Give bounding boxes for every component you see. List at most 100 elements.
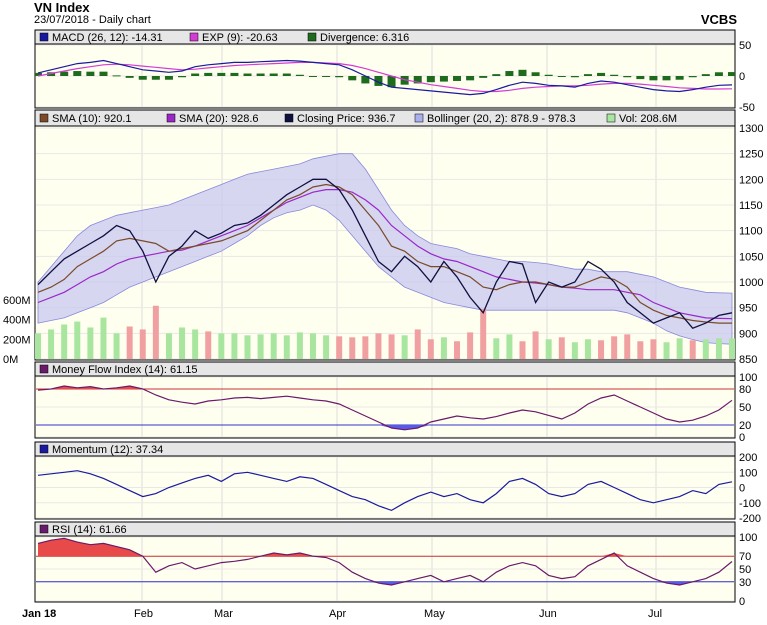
volume-bar bbox=[650, 339, 657, 359]
volume-bar bbox=[296, 332, 303, 359]
legend-swatch bbox=[284, 113, 294, 123]
y-tick-label: 0 bbox=[739, 483, 745, 495]
y-tick-label: 1050 bbox=[739, 251, 763, 263]
divergence-bar bbox=[348, 76, 357, 81]
volume-bar bbox=[48, 329, 55, 359]
x-tick-label: May bbox=[424, 608, 445, 620]
legend-label: SMA (10): 920.1 bbox=[52, 113, 132, 125]
y-tick-label: 0 bbox=[739, 596, 745, 608]
macd-legend-bar bbox=[34, 29, 736, 45]
mfi-legend-bar bbox=[34, 361, 736, 377]
volume-bar bbox=[624, 334, 631, 359]
volume-bar bbox=[427, 339, 434, 359]
divergence-bar bbox=[531, 72, 540, 76]
legend-label: RSI (14): 61.66 bbox=[52, 524, 127, 536]
x-tick-label: Jun bbox=[539, 608, 557, 620]
divergence-bar bbox=[453, 76, 462, 81]
divergence-bar bbox=[243, 73, 252, 76]
volume-bar bbox=[100, 317, 107, 359]
divergence-bar bbox=[439, 76, 448, 82]
y-tick-label: 30 bbox=[739, 577, 751, 589]
y-tick-label: -50 bbox=[739, 102, 755, 114]
closing-price-line bbox=[37, 178, 733, 329]
y-tick-label: -100 bbox=[739, 498, 761, 510]
y-tick-label: 1250 bbox=[739, 149, 763, 161]
rsi-line bbox=[37, 537, 733, 586]
divergence-bar bbox=[610, 74, 619, 76]
volume-bar bbox=[571, 342, 578, 359]
divergence-bar bbox=[60, 71, 69, 76]
divergence-bar bbox=[662, 76, 671, 81]
y-tick-label: 1000 bbox=[739, 277, 763, 289]
volume-bar bbox=[493, 338, 500, 359]
y-tick-label: 100 bbox=[739, 532, 757, 544]
y-tick-label: 70 bbox=[739, 551, 751, 563]
volume-bar bbox=[663, 342, 670, 359]
y-tick-label: 50 bbox=[739, 402, 751, 414]
exp-line bbox=[37, 61, 733, 93]
momentum-line bbox=[37, 470, 733, 512]
rsi-plot bbox=[36, 537, 734, 586]
divergence-bar bbox=[47, 72, 56, 76]
rsi-overbought-fill bbox=[38, 538, 732, 557]
volume-bar bbox=[506, 334, 513, 359]
legend-swatch bbox=[189, 32, 199, 42]
y-tick-label: 1100 bbox=[739, 226, 763, 238]
volume-bar bbox=[702, 339, 709, 359]
volume-bar bbox=[113, 333, 120, 359]
volume-bar bbox=[375, 333, 382, 359]
divergence-bar bbox=[191, 73, 200, 76]
divergence-bar bbox=[492, 74, 501, 76]
rsi-legend-bar bbox=[34, 521, 736, 537]
divergence-bar bbox=[636, 76, 645, 80]
divergence-bar bbox=[701, 74, 710, 76]
volume-tick-label: 0M bbox=[3, 354, 18, 366]
y-tick-label: 50 bbox=[739, 40, 751, 52]
chart-title: VN Index bbox=[34, 0, 90, 15]
y-tick-label: 50 bbox=[739, 564, 751, 576]
y-tick-label: 1300 bbox=[739, 123, 763, 135]
volume-bar bbox=[729, 338, 735, 359]
volume-tick-label: 200M bbox=[3, 334, 31, 346]
y-tick-label: 1200 bbox=[739, 174, 763, 186]
y-tick-label: 0 bbox=[739, 432, 745, 444]
volume-bar bbox=[179, 327, 186, 359]
y-tick-label: 900 bbox=[739, 328, 757, 340]
volume-bar bbox=[598, 340, 605, 359]
legend-label: Divergence: 6.316 bbox=[320, 32, 409, 44]
volume-bar bbox=[336, 336, 343, 359]
legend-swatch bbox=[606, 113, 616, 123]
volume-tick-label: 600M bbox=[3, 295, 31, 307]
volume-bar bbox=[231, 333, 238, 359]
volume-bar bbox=[74, 321, 81, 359]
volume-bar bbox=[126, 326, 133, 359]
y-tick-label: 100 bbox=[739, 467, 757, 479]
volume-bar bbox=[270, 333, 277, 359]
y-tick-label: 20 bbox=[739, 420, 751, 432]
divergence-bar bbox=[204, 72, 213, 76]
x-tick-label: Mar bbox=[214, 608, 233, 620]
volume-bar bbox=[558, 337, 565, 359]
volume-bar bbox=[440, 337, 447, 359]
legend-label: Money Flow Index (14): 61.15 bbox=[52, 364, 198, 376]
legend-swatch bbox=[39, 32, 49, 42]
legend-label: Momentum (12): 37.34 bbox=[52, 444, 163, 456]
y-tick-label: 1150 bbox=[739, 200, 763, 212]
x-tick-label: Apr bbox=[329, 608, 346, 620]
volume-bar bbox=[532, 331, 539, 359]
mfi-oversold-fill bbox=[38, 425, 732, 430]
divergence-bar bbox=[361, 76, 370, 84]
divergence-bar bbox=[295, 74, 304, 76]
divergence-bar bbox=[164, 76, 173, 80]
price-plot bbox=[35, 153, 735, 359]
divergence-bar bbox=[112, 75, 121, 77]
volume-bar bbox=[637, 341, 644, 359]
y-tick-label: 0 bbox=[739, 71, 745, 83]
volume-bar bbox=[61, 324, 68, 359]
y-tick-label: 950 bbox=[739, 303, 757, 315]
divergence-bar bbox=[714, 72, 723, 76]
x-tick-label: Feb bbox=[134, 608, 153, 620]
divergence-bar bbox=[649, 76, 658, 81]
divergence-bar bbox=[125, 76, 134, 78]
